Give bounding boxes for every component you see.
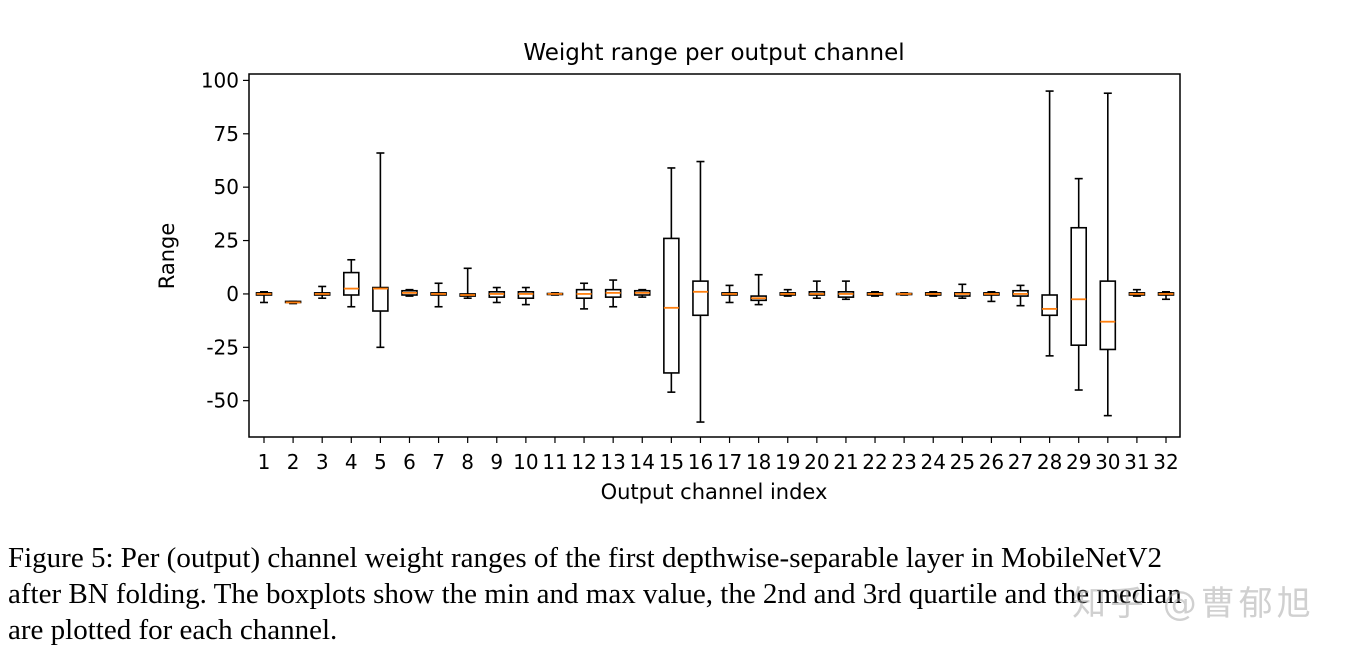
box-4 — [342, 271, 360, 296]
caption-line-1: Figure 5: Per (output) channel weight ra… — [8, 542, 1163, 574]
x-tick-label: 5 — [374, 450, 387, 474]
caption-line-2: after BN folding. The boxplots show the … — [8, 578, 1182, 610]
x-tick-label: 9 — [490, 450, 503, 474]
box-30 — [1099, 280, 1117, 351]
x-tick-label: 22 — [862, 450, 887, 474]
x-tick-label: 8 — [461, 450, 474, 474]
x-tick-label: 17 — [717, 450, 742, 474]
x-tick-label: 4 — [345, 450, 358, 474]
watermark: 知乎 @曹郁旭 — [1072, 584, 1315, 624]
y-tick-label: 75 — [214, 122, 239, 146]
x-tick-label: 10 — [513, 450, 538, 474]
y-axis-label: Range — [155, 223, 179, 290]
x-tick-label: 31 — [1124, 450, 1149, 474]
box-29 — [1070, 226, 1088, 346]
x-tick-label: 19 — [775, 450, 800, 474]
x-tick-label: 2 — [287, 450, 300, 474]
y-tick-label: 50 — [214, 175, 239, 199]
x-tick-label: 23 — [891, 450, 916, 474]
box-10 — [517, 290, 535, 300]
figure-caption: Figure 5: Per (output) channel weight ra… — [8, 540, 1348, 648]
x-tick-label: 20 — [804, 450, 829, 474]
x-tick-label: 18 — [746, 450, 771, 474]
x-tick-label: 29 — [1066, 450, 1091, 474]
x-tick-label: 27 — [1008, 450, 1033, 474]
x-tick-label: 28 — [1037, 450, 1062, 474]
x-tick-label: 26 — [979, 450, 1004, 474]
y-tick-label: -25 — [206, 335, 239, 359]
chart-title: Weight range per output channel — [523, 40, 904, 66]
x-axis-label: Output channel index — [601, 480, 828, 504]
plot-frame — [248, 73, 1181, 438]
x-tick-label: 7 — [432, 450, 445, 474]
box-16 — [692, 280, 709, 317]
x-tick-label: 3 — [316, 450, 329, 474]
y-tick-label: -50 — [206, 389, 239, 413]
x-tick-label: 21 — [833, 450, 858, 474]
y-tick-label: 100 — [201, 68, 239, 92]
box-28 — [1041, 294, 1058, 317]
x-tick-label: 32 — [1153, 450, 1178, 474]
box-5 — [372, 286, 389, 312]
boxplot-chart: Weight range per output channel Range Ou… — [155, 40, 1181, 504]
x-tick-label: 15 — [659, 450, 684, 474]
x-tick-label: 16 — [688, 450, 713, 474]
x-tick-label: 30 — [1095, 450, 1120, 474]
x-tick-label: 12 — [571, 450, 596, 474]
y-tick-label: 0 — [226, 282, 239, 306]
x-tick-label: 24 — [920, 450, 945, 474]
x-tick-label: 14 — [630, 450, 655, 474]
x-tick-label: 13 — [600, 450, 625, 474]
x-tick-label: 6 — [403, 450, 416, 474]
y-tick-label: 25 — [214, 229, 239, 253]
x-tick-label: 11 — [542, 450, 567, 474]
x-tick-label: 25 — [950, 450, 975, 474]
caption-line-3: are plotted for each channel. — [8, 614, 338, 646]
box-15 — [663, 237, 680, 374]
x-tick-label: 1 — [258, 450, 271, 474]
